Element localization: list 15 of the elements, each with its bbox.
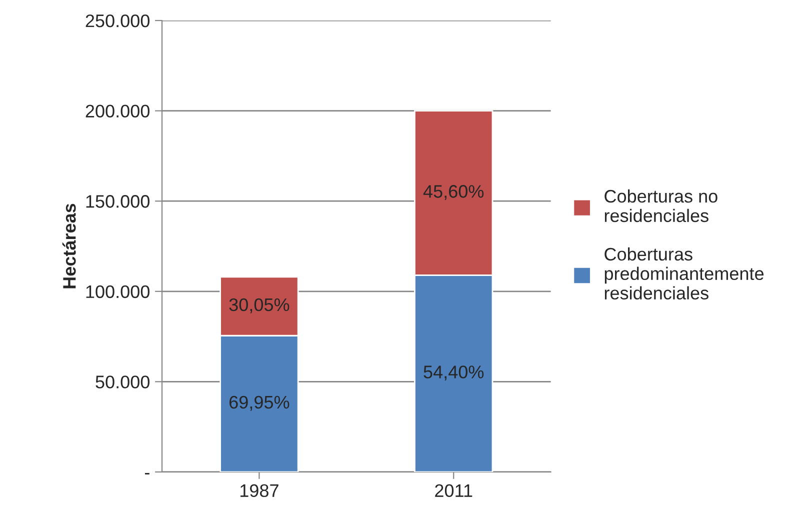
y-tick-label: 100.000 (86, 285, 150, 298)
y-tick-label: 250.000 (86, 14, 150, 28)
x-tick-label: 2011 (435, 484, 472, 498)
annotation: 69,95% (230, 396, 290, 411)
y-tick-label: 150.000 (86, 195, 150, 208)
legend-label: Coberturas predominantemente residenciales (604, 247, 764, 300)
annotation: 54,40% (424, 366, 484, 381)
y-axis-title: Hectáreas (62, 204, 76, 288)
legend-label: Coberturas no residenciales (604, 189, 718, 222)
y-tick-label: 200.000 (86, 104, 150, 118)
y-tick-label: - (144, 473, 150, 474)
x-tick-label: 1987 (240, 484, 278, 498)
annotation: 45,60% (423, 185, 484, 200)
annotation: 30,05% (229, 298, 290, 314)
y-tick-label: 50.000 (96, 376, 150, 388)
